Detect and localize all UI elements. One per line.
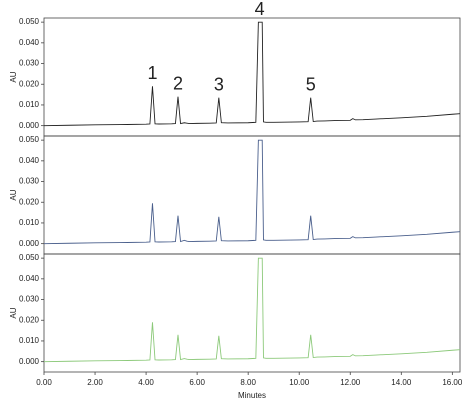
peak-label: 3 [214,74,224,94]
y-tick-label: 0.040 [19,156,40,165]
peak-label: 5 [306,74,316,94]
peak-label: 2 [173,73,183,93]
peak-label: 4 [255,0,265,19]
y-tick-label: 0.010 [19,336,40,345]
x-tick-label: 10.00 [289,378,310,387]
y-tick-label: 0.010 [19,100,40,109]
x-tick-label: 2.00 [87,378,103,387]
y-axis-label: AU [9,307,18,318]
x-tick-label: 8.00 [240,378,256,387]
y-tick-label: 0.040 [19,38,40,47]
y-tick-label: 0.050 [19,253,40,262]
y-tick-label: 0.050 [19,135,40,144]
x-tick-label: 14.00 [391,378,412,387]
y-axis-label: AU [9,189,18,200]
y-tick-label: 0.010 [19,218,40,227]
y-tick-label: 0.040 [19,274,40,283]
chromatogram-line [43,139,461,245]
chromatogram-line [43,257,461,363]
x-tick-label: 0.00 [36,378,52,387]
y-tick-label: 0.030 [19,177,40,186]
y-tick-label: 0.050 [19,17,40,26]
panel-frame [43,253,461,373]
y-tick-label: 0.030 [19,295,40,304]
peak-label: 1 [147,63,157,83]
x-tick-label: 4.00 [138,378,154,387]
y-tick-label: 0.000 [19,121,40,130]
y-tick-label: 0.030 [19,59,40,68]
y-tick-label: 0.020 [19,197,40,206]
chromatogram-line [43,21,461,127]
y-tick-label: 0.020 [19,79,40,88]
y-tick-label: 0.000 [19,357,40,366]
x-axis-label: Minutes [238,391,266,400]
y-tick-label: 0.020 [19,315,40,324]
y-tick-label: 0.000 [19,239,40,248]
x-tick-label: 6.00 [189,378,205,387]
x-tick-label: 12.00 [340,378,361,387]
x-tick-label: 16.00 [442,378,463,387]
y-axis-label: AU [9,71,18,82]
